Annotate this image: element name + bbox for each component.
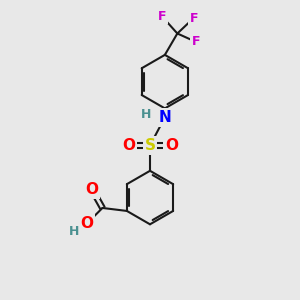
Text: O: O — [165, 138, 178, 153]
Text: O: O — [85, 182, 99, 197]
Text: F: F — [158, 10, 166, 23]
Text: O: O — [122, 138, 135, 153]
Text: H: H — [141, 108, 152, 122]
Text: F: F — [189, 11, 198, 25]
Text: O: O — [80, 216, 94, 231]
Text: S: S — [145, 138, 155, 153]
Text: N: N — [158, 110, 171, 125]
Text: H: H — [69, 225, 80, 238]
Text: F: F — [191, 35, 200, 48]
